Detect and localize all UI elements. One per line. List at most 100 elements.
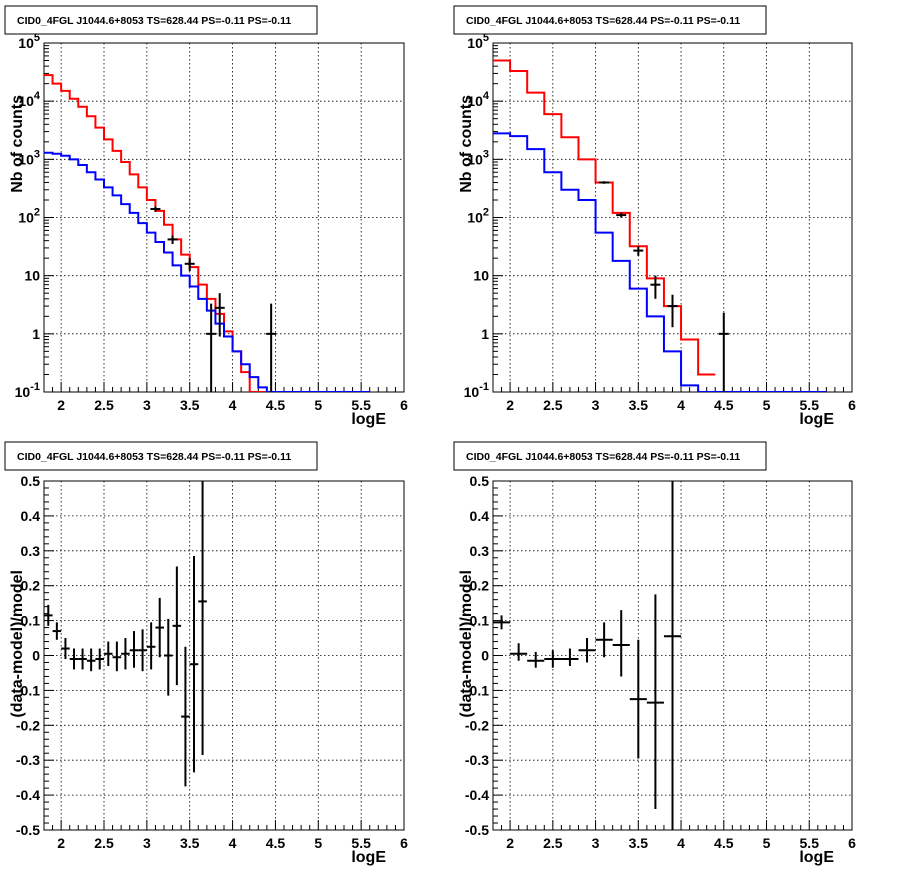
x-tick-label: 2.5 bbox=[94, 397, 114, 413]
y-axis-label: (data-model)/model bbox=[458, 570, 475, 718]
residual-point bbox=[181, 646, 190, 787]
x-tick-label: 4 bbox=[677, 835, 685, 851]
y-tick-exponent: 4 bbox=[34, 90, 41, 102]
x-tick-label: 3 bbox=[143, 835, 151, 851]
x-tick-label: 3.5 bbox=[180, 835, 200, 851]
x-tick-label: 3.5 bbox=[180, 397, 200, 413]
y-tick-label: 105 bbox=[18, 32, 40, 51]
data-point bbox=[167, 235, 178, 245]
data-point bbox=[633, 246, 644, 256]
y-tick-label: 105 bbox=[467, 32, 489, 51]
y-tick-label: 0.1 bbox=[470, 613, 490, 629]
histogram-series-2 bbox=[493, 132, 827, 392]
residual-point bbox=[527, 652, 545, 668]
histogram-series-2 bbox=[44, 151, 370, 392]
residual-point bbox=[493, 615, 511, 630]
y-tick-label: 0.2 bbox=[21, 578, 41, 594]
residual-point bbox=[129, 631, 139, 668]
x-tick-label: 3 bbox=[143, 397, 151, 413]
x-tick-label: 4 bbox=[229, 835, 237, 851]
y-tick-label: 10 bbox=[24, 268, 40, 284]
y-tick-base: 10 bbox=[467, 93, 483, 109]
x-tick-label: 5 bbox=[763, 835, 771, 851]
x-tick-label: 3 bbox=[592, 835, 600, 851]
y-tick-label: 102 bbox=[18, 207, 40, 226]
x-tick-label: 4 bbox=[229, 397, 237, 413]
residual-point bbox=[78, 648, 87, 670]
y-tick-label: -0.4 bbox=[465, 787, 489, 803]
x-tick-label: 2 bbox=[57, 835, 65, 851]
y-tick-exponent: -1 bbox=[479, 381, 489, 393]
data-point bbox=[718, 312, 729, 392]
x-axis-label: logE bbox=[351, 411, 386, 428]
x-tick-label: 5.5 bbox=[351, 835, 371, 851]
y-tick-label: -0.1 bbox=[16, 682, 40, 698]
x-tick-label: 5.5 bbox=[800, 835, 820, 851]
chart-title: CID0_4FGL J1044.6+8053 TS=628.44 PS=-0.1… bbox=[466, 451, 740, 463]
x-tick-label: 6 bbox=[400, 835, 408, 851]
x-tick-label: 2 bbox=[506, 835, 514, 851]
residual-point bbox=[155, 597, 164, 658]
y-tick-label: -0.3 bbox=[16, 752, 40, 768]
residual-point bbox=[629, 639, 647, 759]
x-tick-label: 2 bbox=[506, 397, 514, 413]
title-box bbox=[453, 5, 767, 35]
chart-panel-4: 2 2.5 3 3.5 4 4.5 5 5.5 6 -0.5 -0.4 -0.3 -0.2 -0.1 0 0.… bbox=[453, 441, 856, 866]
y-tick-label: 102 bbox=[467, 207, 489, 226]
plot-data bbox=[493, 481, 682, 830]
data-point bbox=[650, 275, 661, 299]
residual-point bbox=[561, 648, 579, 666]
y-tick-base: 10 bbox=[467, 151, 483, 167]
y-tick-label: 0.5 bbox=[470, 473, 490, 489]
y-tick-base: 10 bbox=[18, 210, 34, 226]
plot-data bbox=[44, 74, 370, 392]
residual-point bbox=[52, 622, 62, 640]
y-tick-exponent: 2 bbox=[483, 207, 489, 219]
y-tick-base: 10 bbox=[467, 35, 483, 51]
x-tick-label: 3.5 bbox=[629, 835, 649, 851]
y-tick-label: 0.3 bbox=[21, 543, 41, 559]
y-tick-label: 0.4 bbox=[21, 508, 41, 524]
x-tick-label: 5.5 bbox=[800, 397, 820, 413]
x-axis-label: logE bbox=[351, 849, 386, 866]
y-tick-label: 0 bbox=[481, 648, 489, 664]
x-tick-label: 3.5 bbox=[629, 397, 649, 413]
residual-point bbox=[189, 556, 199, 773]
data-point bbox=[616, 212, 627, 218]
y-tick-label: -0.3 bbox=[465, 752, 489, 768]
residual-point bbox=[86, 648, 96, 672]
x-tick-label: 6 bbox=[400, 397, 408, 413]
residual-point bbox=[646, 594, 664, 810]
x-tick-label: 2 bbox=[57, 397, 65, 413]
plot-data bbox=[44, 481, 207, 787]
y-tick-label: 104 bbox=[18, 90, 41, 109]
x-tick-label: 5.5 bbox=[351, 397, 371, 413]
x-tick-label: 5 bbox=[314, 835, 322, 851]
residual-point bbox=[172, 566, 182, 686]
x-tick-label: 2.5 bbox=[543, 397, 563, 413]
x-tick-label: 4.5 bbox=[714, 835, 734, 851]
x-tick-label: 6 bbox=[848, 835, 856, 851]
y-tick-base: 10 bbox=[464, 384, 480, 400]
residual-point bbox=[198, 481, 207, 755]
y-tick-label: 0.2 bbox=[470, 578, 490, 594]
x-tick-label: 3 bbox=[592, 397, 600, 413]
y-tick-base: 10 bbox=[18, 35, 34, 51]
residual-point bbox=[146, 622, 156, 670]
residual-point bbox=[612, 610, 630, 677]
y-tick-label: 103 bbox=[467, 148, 489, 167]
chart-panel-2: 2 2.5 3 3.5 4 4.5 5 5.5 610-1110102103104105CID0… bbox=[453, 5, 856, 428]
y-tick-label: 0.1 bbox=[21, 613, 41, 629]
title-box bbox=[453, 441, 767, 471]
plot-data bbox=[493, 59, 827, 392]
x-tick-label: 4.5 bbox=[714, 397, 734, 413]
title-box bbox=[4, 5, 318, 35]
residual-point bbox=[578, 638, 596, 663]
y-tick-label: 103 bbox=[18, 148, 40, 167]
y-tick-label: 0 bbox=[32, 648, 40, 664]
residual-point bbox=[69, 648, 79, 670]
y-tick-exponent: 5 bbox=[34, 32, 40, 44]
x-tick-label: 5 bbox=[763, 397, 771, 413]
residual-point bbox=[544, 650, 562, 668]
